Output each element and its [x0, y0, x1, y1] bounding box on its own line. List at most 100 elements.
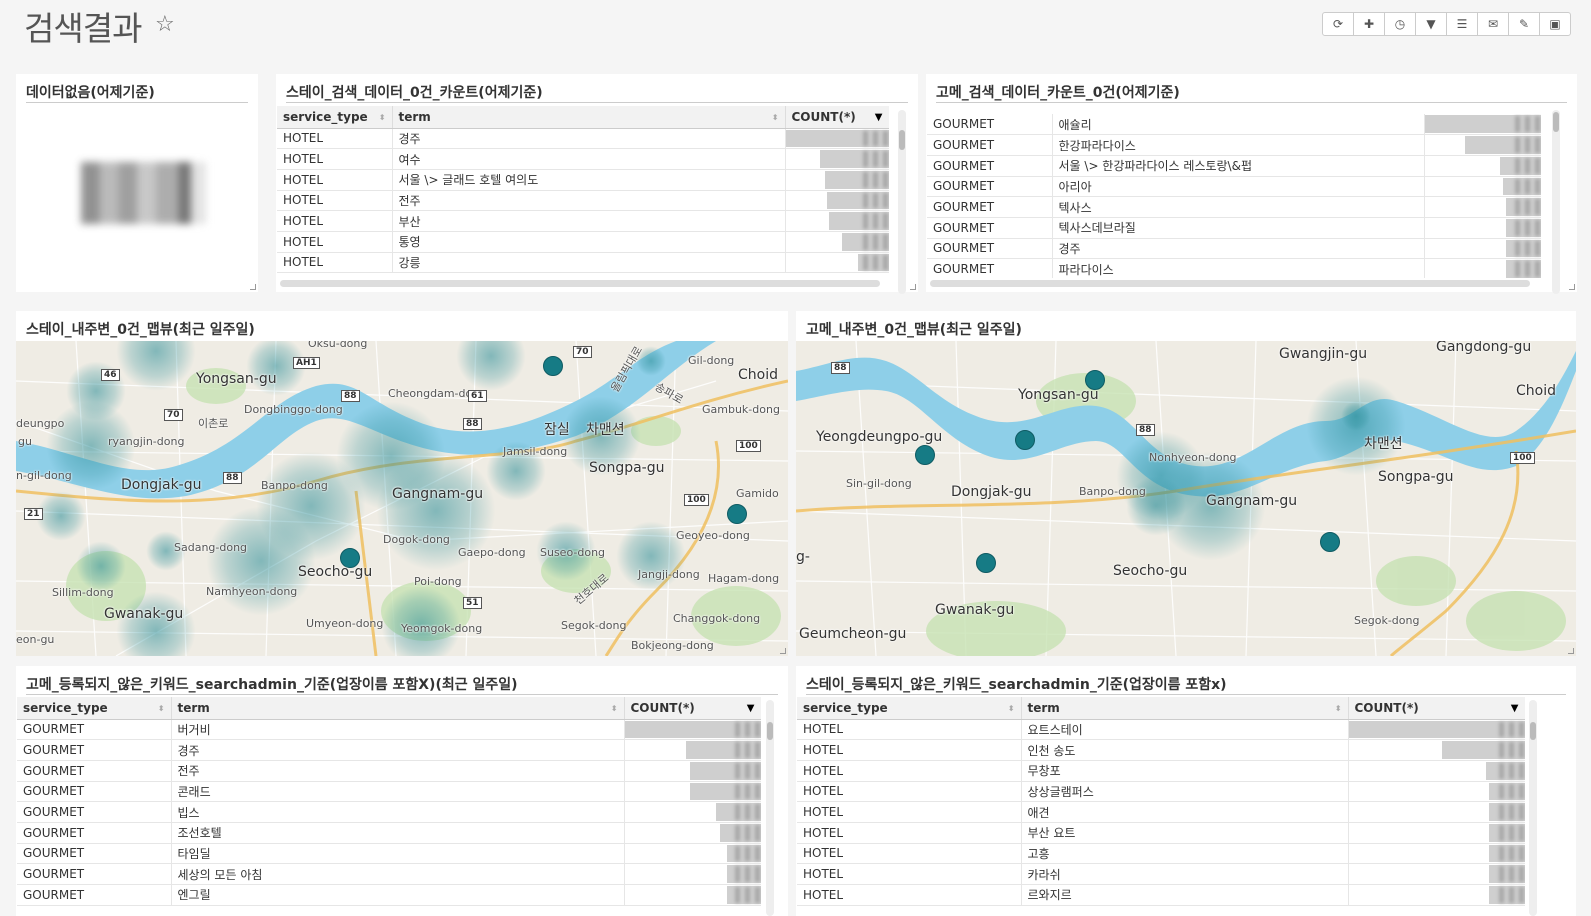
cell-term: 카라쉬 [1021, 863, 1349, 885]
map-marker[interactable] [1320, 532, 1340, 552]
table-row[interactable]: GOURMET 빕스 [17, 801, 761, 823]
map-label: Geoyeo-dong [676, 529, 750, 542]
blurred-count [1498, 804, 1524, 820]
cell-count-bar [785, 169, 889, 191]
save-icon[interactable]: ▣ [1539, 12, 1571, 36]
table-row[interactable]: GOURMET 콘래드 [17, 781, 761, 803]
resize-handle[interactable] [910, 284, 916, 290]
blurred-count [862, 130, 888, 147]
filter-icon[interactable]: ▼ [1415, 12, 1447, 36]
blurred-count [1498, 887, 1524, 903]
cell-service-type: HOTEL [797, 719, 1022, 741]
table-row[interactable]: GOURMET 세상의 모든 아침 [17, 863, 761, 885]
sort-icon[interactable]: ⬍ [1007, 704, 1015, 713]
refresh-icon[interactable]: ⟳ [1322, 12, 1354, 36]
table-row[interactable]: HOTEL 전주 [277, 190, 889, 212]
table-row[interactable]: HOTEL 상상글램퍼스 [797, 781, 1525, 803]
table-row[interactable]: GOURMET 조선호텔 [17, 822, 761, 844]
table-row[interactable]: HOTEL 카라쉬 [797, 863, 1525, 885]
vertical-scrollbar[interactable] [1552, 110, 1560, 294]
sort-icon[interactable]: ⬍ [1334, 704, 1342, 713]
column-header-term[interactable]: term ⬍ [171, 697, 625, 720]
table-row[interactable]: GOURMET 텍사스데브라질 [927, 217, 1541, 239]
star-outline-icon[interactable]: ☆ [155, 12, 175, 37]
table-row[interactable]: HOTEL 부산 [277, 210, 889, 232]
column-header-count[interactable]: COUNT(*) ▼ [1348, 697, 1525, 720]
vertical-scrollbar[interactable] [766, 700, 774, 916]
column-header-count[interactable]: COUNT(*) ▼ [785, 106, 889, 129]
edit-icon[interactable]: ✎ [1508, 12, 1540, 36]
cell-count-bar [624, 739, 761, 761]
table-row[interactable]: HOTEL 고흥 [797, 843, 1525, 865]
sort-icon[interactable]: ⬍ [771, 113, 779, 122]
map-marker[interactable] [543, 356, 563, 376]
cell-count-bar [785, 128, 889, 150]
mail-icon[interactable]: ✉ [1477, 12, 1509, 36]
table-row[interactable]: HOTEL 강릉 [277, 252, 889, 274]
table-row[interactable]: HOTEL 여수 [277, 148, 889, 170]
count-bar [624, 720, 760, 739]
cell-service-type: GOURMET [927, 176, 1053, 198]
vertical-scrollbar[interactable] [1529, 700, 1537, 916]
table-row[interactable]: GOURMET 텍사스 [927, 196, 1541, 218]
cell-count-bar [785, 231, 889, 253]
map-view[interactable]: Gwangjin-gu Gangdong-gu Choid Yongsan-gu… [796, 341, 1576, 656]
resize-handle[interactable] [780, 648, 786, 654]
table-row[interactable]: GOURMET 애슐리 [927, 114, 1541, 136]
column-header-term[interactable]: term ⬍ [392, 106, 786, 129]
map-marker[interactable] [1015, 430, 1035, 450]
column-header-term[interactable]: term ⬍ [1021, 697, 1349, 720]
map-label: Gwanak-gu [935, 602, 1015, 618]
cell-service-type: HOTEL [797, 863, 1022, 885]
table-row[interactable]: HOTEL 요트스테이 [797, 719, 1525, 741]
horizontal-scrollbar[interactable] [930, 280, 1530, 287]
map-label: Banpo-dong [261, 479, 328, 492]
horizontal-scrollbar[interactable] [280, 280, 880, 287]
column-header-service-type[interactable]: service_type ⬍ [17, 697, 172, 720]
table-row[interactable]: HOTEL 서울 \> 글래드 호텔 여의도 [277, 169, 889, 191]
table-row[interactable]: HOTEL 르와지르 [797, 884, 1525, 906]
table-row[interactable]: GOURMET 타임딜 [17, 843, 761, 865]
sort-icon[interactable]: ⬍ [610, 704, 618, 713]
column-header-count[interactable]: COUNT(*) ▼ [624, 697, 761, 720]
map-marker[interactable] [976, 553, 996, 573]
table-row[interactable]: GOURMET 한강파라다이스 [927, 134, 1541, 156]
table-row[interactable]: GOURMET 경주 [927, 238, 1541, 260]
map-marker[interactable] [340, 548, 360, 568]
blurred-count [734, 866, 760, 882]
vertical-scrollbar[interactable] [898, 110, 906, 294]
table-row[interactable]: GOURMET 경주 [17, 739, 761, 761]
table-row[interactable]: HOTEL 애견 [797, 801, 1525, 823]
sort-icon[interactable]: ⬍ [157, 704, 165, 713]
map-marker[interactable] [727, 504, 747, 524]
table-row[interactable]: GOURMET 엔그릴 [17, 884, 761, 906]
map-marker[interactable] [1085, 370, 1105, 390]
resize-handle[interactable] [250, 284, 256, 290]
cell-service-type: HOTEL [797, 781, 1022, 803]
database-icon[interactable]: ☰ [1446, 12, 1478, 36]
sort-icon[interactable]: ⬍ [378, 113, 386, 122]
table-row[interactable]: HOTEL 인천 송도 [797, 739, 1525, 761]
clock-icon[interactable]: ◷ [1384, 12, 1416, 36]
map-label: 차맨션 [586, 422, 625, 438]
table-row[interactable]: HOTEL 부산 요트 [797, 822, 1525, 844]
table-row[interactable]: HOTEL 무창포 [797, 760, 1525, 782]
column-header-service-type[interactable]: service_type ⬍ [277, 106, 393, 129]
table-row[interactable]: GOURMET 서울 \> 한강파라다이스 레스토랑\&펍 [927, 155, 1541, 177]
resize-handle[interactable] [1569, 284, 1575, 290]
map-marker[interactable] [915, 445, 935, 465]
resize-handle[interactable] [1568, 648, 1574, 654]
table-row[interactable]: HOTEL 통영 [277, 231, 889, 253]
sort-desc-icon[interactable]: ▼ [1510, 703, 1519, 714]
table-row[interactable]: GOURMET 전주 [17, 760, 761, 782]
sort-desc-icon[interactable]: ▼ [874, 112, 883, 123]
sort-desc-icon[interactable]: ▼ [746, 703, 755, 714]
table-row[interactable]: HOTEL 경주 [277, 128, 889, 150]
table-row[interactable]: GOURMET 파라다이스 [927, 258, 1541, 278]
map-view[interactable]: Oksu-dong Yongsan-gu Dongbinggo-dong Che… [16, 341, 788, 656]
table-row[interactable]: GOURMET 버거비 [17, 719, 761, 741]
blurred-count [1514, 116, 1540, 133]
plus-icon[interactable]: ✚ [1353, 12, 1385, 36]
column-header-service-type[interactable]: service_type ⬍ [797, 697, 1022, 720]
table-row[interactable]: GOURMET 아리아 [927, 176, 1541, 198]
